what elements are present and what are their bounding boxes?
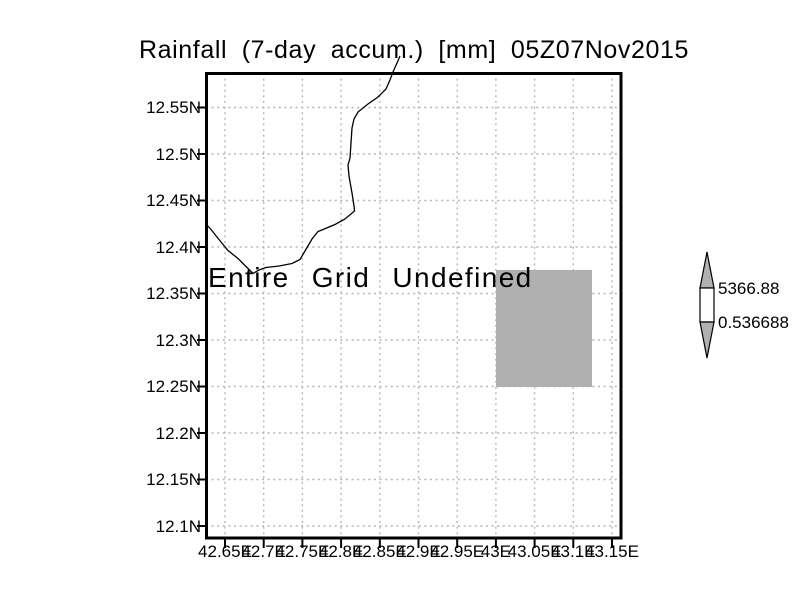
undefined-grid-message: Entire Grid Undefined xyxy=(208,262,533,293)
y-axis-label: 12.2N xyxy=(155,423,201,443)
y-axis-ticks xyxy=(197,106,205,527)
x-axis-label: 42.85E xyxy=(352,542,407,561)
x-axis-label: 42.75E xyxy=(275,542,330,561)
x-axis-label: 43.15E xyxy=(585,542,639,561)
y-axis-label: 12.45N xyxy=(146,191,201,210)
colorbar-bottom-arrow xyxy=(699,321,715,359)
x-axis-label: 42.7E xyxy=(241,542,286,561)
colorbar-min-label: 0.536688 xyxy=(718,313,789,332)
y-axis-label: 12.3N xyxy=(155,330,201,350)
colorbar-top-arrow xyxy=(699,251,715,289)
x-axis-label: 42.8E xyxy=(318,542,364,561)
plot-border xyxy=(205,72,623,540)
coastline xyxy=(205,55,401,275)
y-axis-label: 12.15N xyxy=(146,470,201,489)
x-axis-label: 42.65E xyxy=(198,542,252,561)
y-axis-label: 12.55N xyxy=(146,98,201,117)
y-axis-label: 12.4N xyxy=(155,237,201,257)
grid-lines xyxy=(206,73,621,538)
y-axis-label: 12.35N xyxy=(146,284,201,303)
y-axis-label: 12.25N xyxy=(146,377,201,396)
x-axis-label: 42.95E xyxy=(430,542,485,561)
colorbar-max-label: 5366.88 xyxy=(718,279,780,298)
undefined-region-fill xyxy=(496,270,592,387)
x-axis-label: 43.1E xyxy=(551,542,596,561)
y-axis-label: 12.5N xyxy=(155,144,201,164)
x-axis-label: 43.05E xyxy=(507,542,562,561)
colorbar-body xyxy=(699,287,715,323)
plot-title: Rainfall (7-day accum.) [mm] 05Z07Nov201… xyxy=(138,36,690,64)
y-axis-label: 12.1N xyxy=(155,516,201,536)
x-axis-label: 43E xyxy=(480,542,512,561)
x-axis-label: 42.9E xyxy=(396,542,441,561)
x-axis-ticks xyxy=(224,539,613,548)
